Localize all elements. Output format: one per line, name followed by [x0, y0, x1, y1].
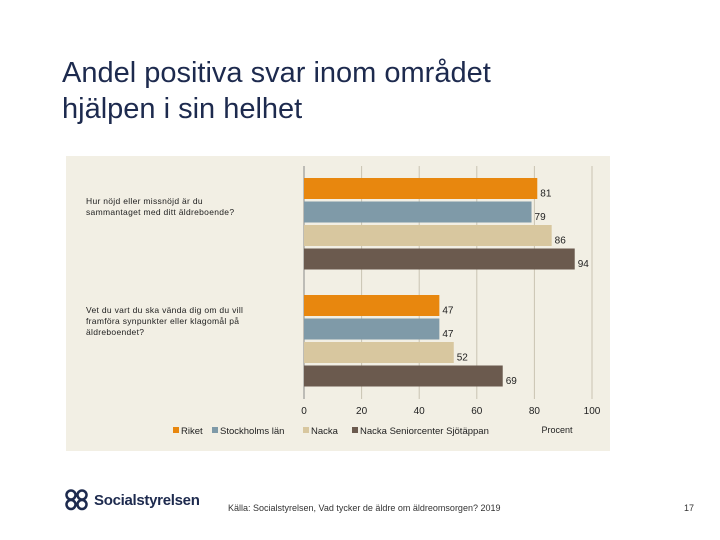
- tick-label: 0: [301, 406, 307, 417]
- socialstyrelsen-logo-icon: [65, 489, 88, 511]
- page-title-line-2: hjälpen i sin helhet: [62, 93, 303, 125]
- logo-text: Socialstyrelsen: [94, 491, 200, 509]
- legend-label: Nacka Seniorcenter Sjötäppan: [360, 426, 489, 437]
- tick-label: 100: [584, 406, 601, 417]
- category-label: äldreboendet?: [86, 327, 144, 337]
- legend-label: Nacka: [311, 426, 339, 437]
- bar: [304, 201, 532, 223]
- tick-label: 20: [356, 406, 368, 417]
- data-label: 86: [555, 236, 567, 247]
- legend-swatch: [352, 427, 358, 433]
- bar: [304, 342, 454, 363]
- page-title-line-1: Andel positiva svar inom området: [62, 57, 491, 89]
- page-title: Andel positiva svar inom området hjälpen…: [62, 55, 682, 127]
- bar: [304, 318, 440, 340]
- legend-label: Riket: [181, 426, 203, 437]
- data-label: 47: [442, 329, 454, 340]
- legend-label: Stockholms län: [220, 426, 284, 437]
- bar: [304, 178, 538, 199]
- category-label: Hur nöjd eller missnöjd är du: [86, 196, 203, 206]
- legend-swatch: [303, 427, 309, 433]
- data-label: 79: [535, 212, 547, 223]
- bar-chart: 81 47 79 47 86 52 94 69 Hur nöjd eller missnöjd …: [86, 166, 601, 437]
- category-label: framföra synpunkter eller klagomål på: [86, 316, 239, 326]
- tick-label: 60: [471, 406, 483, 417]
- data-label: 69: [506, 376, 518, 387]
- category-label: sammantaget med ditt äldreboende?: [86, 207, 234, 217]
- bar: [304, 365, 503, 387]
- bar: [304, 295, 440, 316]
- data-label: 52: [457, 353, 469, 364]
- chart-panel: 81 47 79 47 86 52 94 69 Hur nöjd eller missnöjd …: [66, 156, 610, 451]
- source-note: Källa: Socialstyrelsen, Vad tycker de äl…: [228, 503, 501, 513]
- legend-swatch: [173, 427, 179, 433]
- legend-swatch: [212, 427, 218, 433]
- data-label: 94: [578, 259, 590, 270]
- data-label: 47: [442, 306, 454, 317]
- category-label: Vet du vart du ska vända dig om du vill: [86, 305, 243, 315]
- data-label: 81: [540, 189, 552, 200]
- bar: [304, 248, 575, 270]
- logo: Socialstyrelsen: [64, 487, 200, 513]
- tick-label: 80: [529, 406, 541, 417]
- tick-label: 40: [414, 406, 426, 417]
- bar: [304, 225, 552, 246]
- page-number: 17: [684, 503, 695, 513]
- x-axis-label: Procent: [541, 425, 573, 435]
